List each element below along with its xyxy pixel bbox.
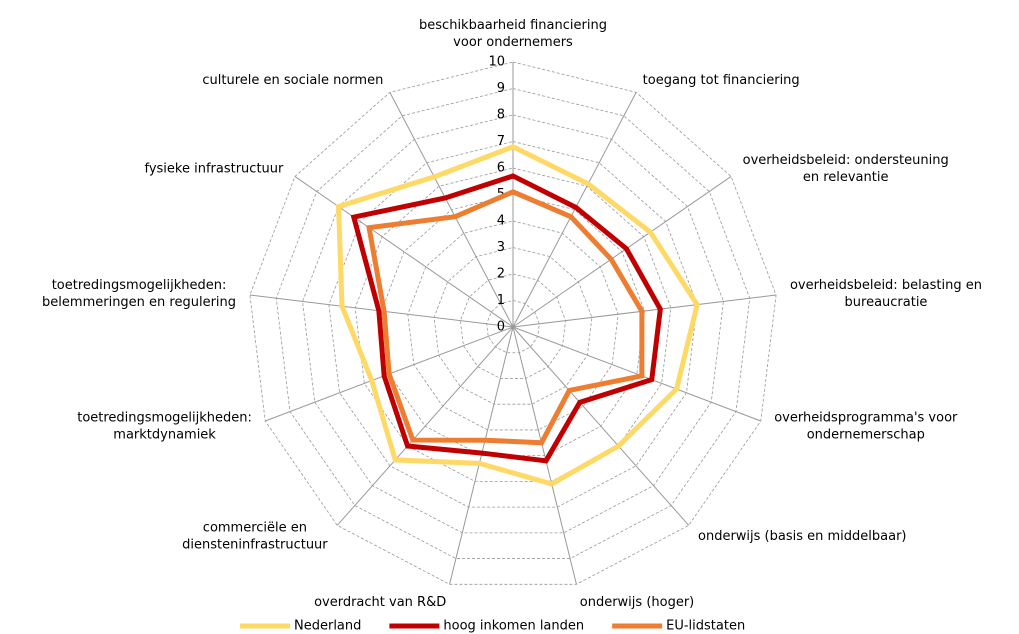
series-line xyxy=(350,173,663,464)
r-tick-label: 6 xyxy=(497,161,505,176)
grid-ring xyxy=(433,247,593,405)
r-tick-label: 7 xyxy=(497,134,505,149)
axis-spoke xyxy=(512,326,577,585)
r-tick-label: 10 xyxy=(488,55,505,70)
category-label: beschikbaarheid financiering voor onderne… xyxy=(419,18,607,50)
category-label: overdracht van R&D xyxy=(314,594,446,609)
grid-ring xyxy=(486,300,540,354)
category-label: onderwijs (hoger) xyxy=(580,594,694,609)
category-label: onderwijs (basis en middelbaar) xyxy=(698,528,907,543)
axis-spoke xyxy=(449,326,514,585)
category-label: fysieke infrastructuur xyxy=(144,161,284,176)
category-label: toegang tot financiering xyxy=(643,72,800,87)
category-label: overheidsbeleid: belasting en bureaucrati… xyxy=(790,277,982,309)
r-tick-label: 3 xyxy=(497,240,505,255)
axis-spoke xyxy=(336,326,514,526)
axis-spoke xyxy=(512,294,777,328)
category-label: culturele en sociale normen xyxy=(202,72,383,87)
axis-spoke xyxy=(249,294,514,328)
r-tick-label: 1 xyxy=(497,293,505,308)
legend-label: Nederland xyxy=(294,619,361,634)
legend-label: EU-lidstaten xyxy=(666,619,745,634)
series-line xyxy=(366,189,645,446)
axis-spoke xyxy=(389,92,514,328)
r-tick-label: 0 xyxy=(497,320,505,335)
axis-spoke xyxy=(512,326,690,526)
axis-spoke xyxy=(512,326,761,422)
grid-ring xyxy=(328,141,698,508)
category-label: toetredingsmogelijkheden: marktdynamiek xyxy=(77,410,252,442)
axis-spoke xyxy=(512,176,732,328)
r-tick-label: 2 xyxy=(497,267,505,282)
category-label: toetredingsmogelijkheden: belemmeringen e… xyxy=(42,277,236,309)
series-line xyxy=(335,144,700,487)
axis-spoke xyxy=(294,176,514,328)
legend-label: hoog inkomen landen xyxy=(443,619,584,634)
r-tick-label: 8 xyxy=(497,108,505,123)
r-tick-label: 9 xyxy=(497,81,505,96)
category-label: overheidsbeleid: ondersteuning en relevan… xyxy=(743,153,949,185)
category-label: overheidsprogramma's voor ondernemerschap xyxy=(774,410,958,442)
grid-ring xyxy=(275,88,751,559)
axis-spoke xyxy=(512,92,637,328)
r-tick-label: 4 xyxy=(497,214,505,229)
category-label: commerciële en diensteninfrastructuur xyxy=(182,520,328,552)
